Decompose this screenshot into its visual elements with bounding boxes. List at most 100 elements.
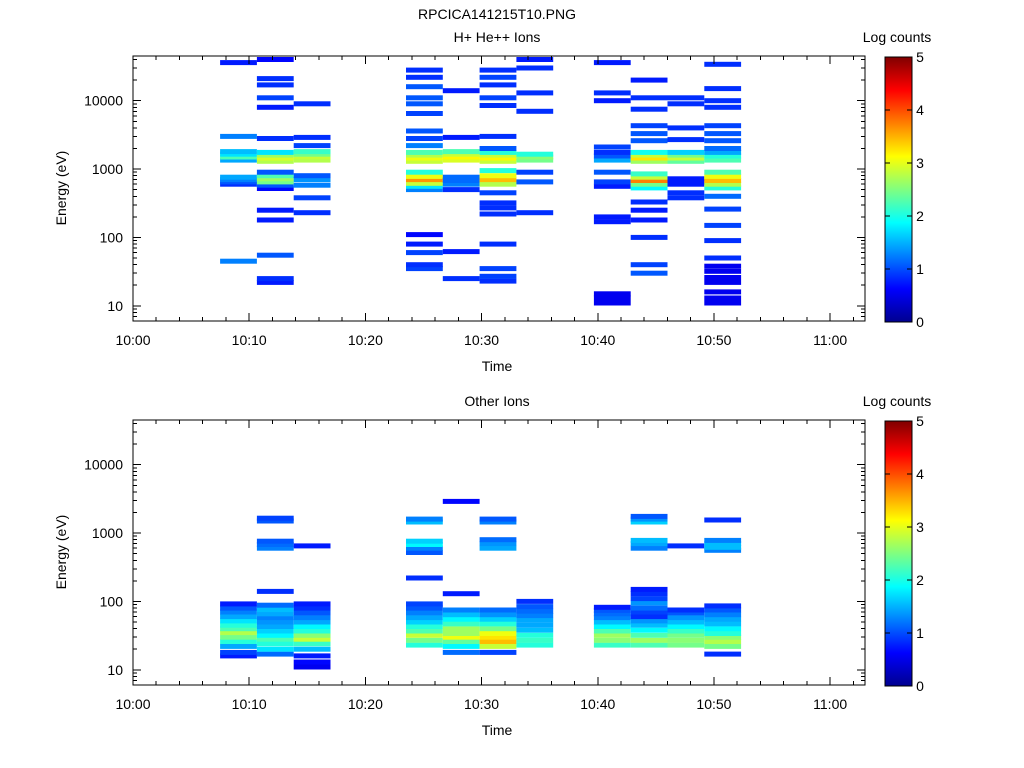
heatmap-cell bbox=[293, 636, 331, 642]
heatmap-cell bbox=[442, 498, 480, 504]
heatmap-cell bbox=[442, 276, 480, 282]
heatmap-cell bbox=[630, 516, 668, 522]
heatmap-cell bbox=[667, 637, 705, 643]
heatmap-cell bbox=[704, 173, 742, 179]
colorbar-label: Log counts bbox=[863, 393, 932, 409]
heatmap-cell bbox=[667, 179, 705, 185]
heatmap-cell bbox=[593, 179, 631, 185]
heatmap-cell bbox=[630, 513, 668, 519]
heatmap-cell bbox=[667, 137, 705, 143]
heatmap-cell bbox=[479, 519, 517, 525]
heatmap-cell bbox=[630, 627, 668, 633]
heatmap-cells bbox=[220, 57, 742, 306]
heatmap-cell bbox=[704, 61, 742, 67]
heatmap-cell bbox=[593, 295, 631, 301]
heatmap-cell bbox=[630, 591, 668, 597]
heatmap-cell bbox=[630, 600, 668, 606]
heatmap-cell bbox=[442, 612, 480, 618]
heatmap-cell bbox=[479, 146, 517, 151]
heatmap-cell bbox=[256, 545, 294, 551]
heatmap-cell bbox=[593, 611, 631, 617]
heatmap-cell bbox=[406, 183, 443, 189]
heatmap-cell bbox=[293, 101, 331, 107]
heatmap-cell bbox=[256, 646, 294, 652]
heatmap-cell bbox=[442, 88, 480, 94]
heatmap-cell bbox=[704, 517, 742, 523]
heatmap-cell bbox=[516, 637, 554, 643]
heatmap-cell bbox=[667, 632, 705, 638]
heatmap-cell bbox=[442, 249, 480, 255]
heatmap-cell bbox=[406, 250, 443, 256]
heatmap-cell bbox=[293, 628, 331, 634]
heatmap-cell bbox=[256, 619, 294, 625]
heatmap-cell bbox=[293, 173, 331, 179]
heatmap-cell bbox=[406, 542, 443, 547]
heatmap-cell bbox=[406, 519, 443, 525]
heatmap-cell bbox=[293, 653, 331, 659]
heatmap-cell bbox=[220, 614, 257, 620]
heatmap-cell bbox=[256, 207, 294, 213]
heatmap-cell bbox=[667, 155, 705, 161]
heatmap-cell bbox=[256, 611, 294, 617]
heatmap-cell bbox=[593, 219, 631, 225]
heatmap-cell bbox=[406, 101, 443, 107]
heatmap-cell bbox=[406, 642, 443, 648]
heatmap-cell bbox=[256, 651, 294, 657]
x-tick-label: 10:40 bbox=[580, 696, 615, 712]
heatmap-cell bbox=[593, 619, 631, 625]
colorbar-tick-label: 1 bbox=[916, 261, 924, 277]
heatmap-cell bbox=[593, 98, 631, 104]
heatmap-cell bbox=[479, 607, 517, 613]
heatmap-cell bbox=[220, 639, 257, 644]
heatmap-cell bbox=[293, 605, 331, 611]
colorbar bbox=[884, 420, 913, 687]
heatmap-cell bbox=[704, 123, 742, 129]
heatmap-cell bbox=[406, 158, 443, 164]
heatmap-cell bbox=[593, 157, 631, 163]
x-tick-label: 10:00 bbox=[115, 332, 150, 348]
heatmap-cell bbox=[630, 158, 668, 164]
heatmap-cell bbox=[630, 217, 668, 223]
heatmap-cell bbox=[593, 615, 631, 621]
heatmap-cell bbox=[667, 642, 705, 648]
heatmap-cell bbox=[220, 626, 257, 632]
heatmap-cell bbox=[704, 621, 742, 627]
heatmap-cell bbox=[442, 616, 480, 622]
heatmap-cell bbox=[630, 596, 668, 602]
heatmap-cell bbox=[479, 181, 517, 187]
heatmap-cell bbox=[516, 210, 554, 216]
heatmap-cell bbox=[593, 144, 631, 150]
heatmap-cell bbox=[667, 101, 705, 107]
heatmap-cell bbox=[630, 152, 668, 158]
heatmap-cell bbox=[630, 586, 668, 592]
heatmap-cell bbox=[704, 169, 742, 175]
figure-title: RPCICA141215T10.PNG bbox=[418, 6, 576, 22]
heatmap-cell bbox=[256, 518, 294, 524]
heatmap-cell bbox=[704, 295, 742, 301]
heatmap-cell bbox=[406, 601, 443, 607]
heatmap-cell bbox=[256, 182, 294, 188]
heatmap-cell bbox=[256, 149, 294, 155]
y-axis-label: Energy (eV) bbox=[53, 151, 69, 226]
heatmap-cell bbox=[516, 169, 554, 175]
heatmap-cell bbox=[630, 123, 668, 129]
heatmap-cell bbox=[667, 628, 705, 634]
y-tick-label: 10000 bbox=[84, 457, 123, 473]
heatmap-cell bbox=[442, 626, 480, 632]
heatmap-cell bbox=[630, 77, 668, 83]
heatmap-cell bbox=[442, 649, 480, 655]
heatmap-cell bbox=[704, 138, 742, 144]
heatmap-cell bbox=[630, 185, 668, 191]
heatmap-cell bbox=[516, 613, 554, 619]
heatmap-cell bbox=[293, 615, 331, 621]
colorbar-tick-label: 2 bbox=[916, 572, 924, 588]
heatmap-cell bbox=[479, 541, 517, 547]
heatmap-cell bbox=[593, 90, 631, 96]
heatmap-cell bbox=[704, 181, 742, 187]
heatmap-cell bbox=[516, 108, 554, 114]
heatmap-cell bbox=[406, 169, 443, 175]
x-axis: 10:00 10:10 10:20 10:30 10:40 10:50 11:00 bbox=[115, 420, 854, 712]
heatmap-cell bbox=[630, 545, 668, 551]
heatmap-cell bbox=[256, 95, 294, 101]
heatmap-cell bbox=[479, 74, 517, 80]
